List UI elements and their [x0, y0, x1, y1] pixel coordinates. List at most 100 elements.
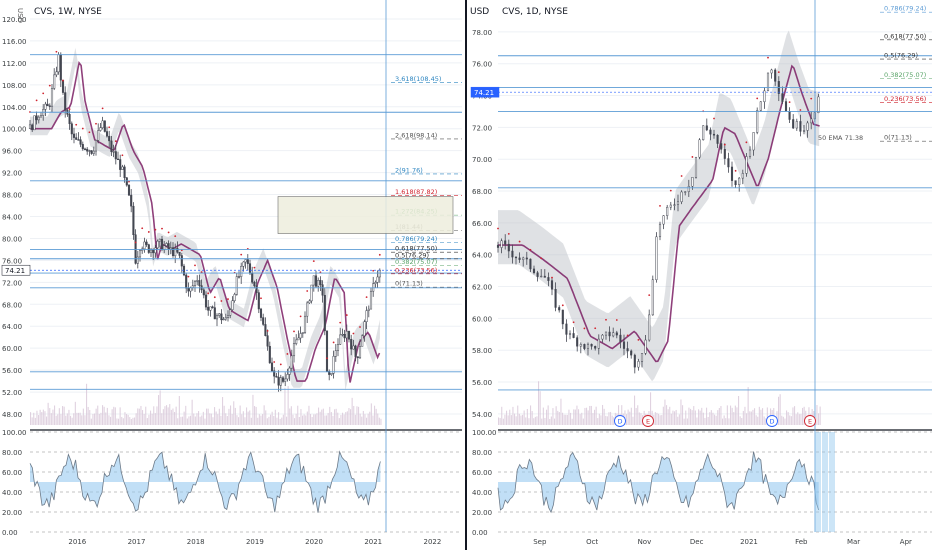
volume-bar	[108, 415, 110, 425]
candle-body	[281, 377, 285, 382]
fibonacci-level-label: 1.618(87.82)	[395, 188, 437, 196]
volume-bar	[161, 413, 163, 425]
volume-bar	[725, 418, 727, 425]
weekly-chart-pane[interactable]: 120.00 116.00 112.00 108.00 104.00 100.00 96.0…	[1, 0, 462, 546]
volume-bar	[757, 416, 759, 425]
volume-bar	[302, 415, 304, 425]
volume-bar	[798, 414, 800, 425]
volume-bar	[717, 410, 719, 425]
candle-body	[554, 288, 557, 308]
volume-bar	[177, 418, 179, 425]
current-price-tag[interactable]	[1, 264, 31, 276]
volume-bar	[520, 415, 522, 425]
volume-bar	[276, 417, 278, 425]
candle-body	[662, 215, 665, 225]
volume-bar	[247, 411, 249, 425]
candle-body	[213, 307, 216, 320]
dividend-event-marker[interactable]	[766, 415, 778, 427]
volume-bar	[696, 417, 698, 425]
volume-bar	[225, 413, 227, 425]
candle-body	[299, 333, 302, 339]
candle-body	[266, 335, 269, 347]
candle-body	[532, 268, 536, 274]
volume-bar	[174, 411, 176, 425]
candle-body	[257, 292, 260, 310]
volume-bar	[150, 410, 152, 425]
candle-body	[215, 315, 219, 320]
volume-bar	[58, 408, 60, 425]
oscillator-tick-label: 0.00	[472, 529, 488, 537]
moving-average-line	[30, 61, 381, 383]
earnings-event-marker[interactable]	[804, 415, 816, 427]
volume-bar	[82, 408, 84, 425]
current-price-tag[interactable]	[470, 86, 500, 98]
earnings-event-marker[interactable]	[642, 415, 654, 427]
price-tick-label: 48.00	[2, 411, 22, 419]
trend-marker-dot	[551, 276, 553, 279]
volume-bar	[249, 410, 251, 425]
candle-body	[136, 256, 139, 264]
volume-bar	[226, 416, 228, 425]
candle-body	[633, 354, 636, 368]
volume-bar	[41, 412, 43, 425]
volume-bar	[191, 399, 193, 425]
volume-bar	[62, 406, 64, 425]
volume-bar	[207, 408, 209, 425]
volume-bar	[68, 409, 70, 425]
candle-body	[207, 306, 210, 311]
volume-bar	[113, 406, 115, 425]
volume-bar	[332, 415, 334, 425]
volume-bar	[274, 409, 276, 425]
candle-body	[352, 345, 355, 350]
candle-body	[125, 177, 128, 186]
candle-body	[339, 334, 342, 345]
volume-bar	[738, 395, 740, 425]
candle-body	[792, 119, 795, 129]
fibonacci-level-label: 0.5(76.29)	[395, 251, 429, 259]
trend-marker-dot	[626, 334, 629, 337]
volume-bar	[311, 416, 313, 425]
daily-chart-pane[interactable]: 78.0076.0074.0072.0070.0068.0066.0064.00…	[470, 0, 932, 546]
trend-marker-dot	[572, 321, 575, 324]
candle-body	[817, 96, 820, 113]
volume-bar	[509, 409, 511, 425]
volume-bar	[110, 416, 112, 425]
candle-body	[676, 201, 680, 205]
event-marker-label: E	[646, 418, 650, 426]
candle-body	[264, 324, 267, 336]
volume-bar	[621, 405, 623, 425]
volume-bar	[650, 392, 652, 425]
projection-bar	[815, 432, 821, 532]
oscillator-tick-label: 40.00	[472, 489, 492, 497]
volume-bar	[707, 416, 709, 425]
dividend-event-marker[interactable]	[614, 415, 626, 427]
trend-marker-dot	[529, 248, 532, 251]
target-zone-box[interactable]	[277, 196, 454, 234]
volume-bar	[701, 407, 703, 425]
volume-bar	[42, 409, 44, 425]
volume-bar	[300, 409, 302, 425]
volume-bar	[637, 405, 639, 425]
volume-bar	[190, 415, 192, 425]
volume-bar	[816, 405, 818, 425]
candle-body	[367, 308, 370, 311]
volume-bar	[46, 416, 48, 425]
candle-body	[784, 101, 788, 112]
candle-body	[745, 156, 748, 174]
trend-marker-dot	[266, 329, 269, 332]
volume-bar	[514, 413, 516, 425]
price-tick-label: 56.00	[2, 367, 22, 375]
candle-body	[655, 236, 658, 280]
oscillator-tick-label: 0.00	[2, 529, 18, 537]
price-tick-label: 56.00	[472, 379, 492, 387]
volume-bar	[63, 406, 65, 425]
volume-bar	[153, 406, 155, 425]
trend-marker-dot	[161, 227, 163, 230]
candle-body	[354, 345, 357, 357]
moving-average-line	[498, 64, 820, 363]
candle-body	[127, 184, 131, 196]
candle-body	[224, 317, 227, 320]
pane-separator[interactable]	[465, 0, 467, 550]
candle-body	[496, 244, 500, 248]
